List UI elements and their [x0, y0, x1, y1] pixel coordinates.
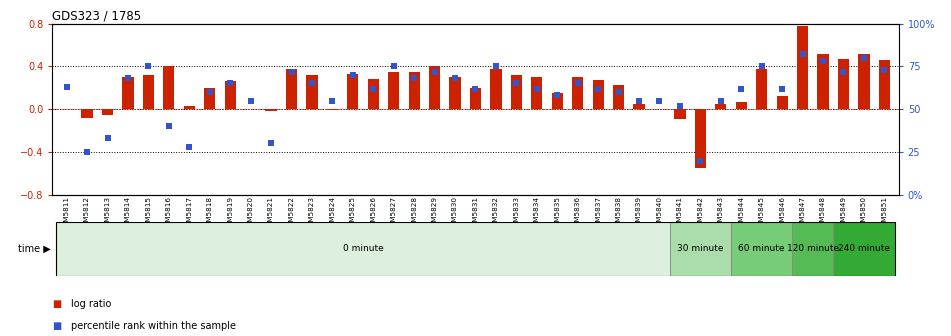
- Text: 120 minute: 120 minute: [786, 244, 839, 253]
- Bar: [347, 74, 359, 109]
- Bar: [511, 75, 522, 109]
- Bar: [265, 109, 277, 111]
- Text: ■: ■: [52, 299, 62, 309]
- Bar: [592, 80, 604, 109]
- Text: log ratio: log ratio: [71, 299, 111, 309]
- Bar: [204, 88, 215, 109]
- Bar: [792, 222, 833, 276]
- Bar: [670, 222, 731, 276]
- Text: time ▶: time ▶: [18, 244, 50, 254]
- Bar: [838, 59, 849, 109]
- Bar: [491, 69, 501, 109]
- Bar: [859, 53, 869, 109]
- Bar: [633, 104, 645, 109]
- Bar: [286, 69, 297, 109]
- Bar: [306, 75, 318, 109]
- Text: 0 minute: 0 minute: [342, 244, 383, 253]
- Bar: [674, 109, 686, 119]
- Bar: [56, 222, 670, 276]
- Bar: [833, 222, 895, 276]
- Bar: [797, 26, 808, 109]
- Bar: [184, 106, 195, 109]
- Text: GDS323 / 1785: GDS323 / 1785: [52, 9, 142, 23]
- Text: ■: ■: [52, 321, 62, 331]
- Bar: [613, 85, 624, 109]
- Bar: [143, 75, 154, 109]
- Text: 240 minute: 240 minute: [838, 244, 890, 253]
- Bar: [777, 96, 787, 109]
- Text: 60 minute: 60 minute: [739, 244, 785, 253]
- Bar: [756, 69, 767, 109]
- Bar: [573, 77, 583, 109]
- Bar: [879, 60, 890, 109]
- Bar: [695, 109, 706, 168]
- Bar: [327, 109, 338, 110]
- Bar: [532, 77, 542, 109]
- Bar: [123, 77, 133, 109]
- Bar: [731, 222, 792, 276]
- Bar: [470, 88, 481, 109]
- Bar: [368, 79, 378, 109]
- Bar: [164, 67, 174, 109]
- Bar: [409, 72, 419, 109]
- Bar: [818, 53, 828, 109]
- Bar: [736, 102, 747, 109]
- Bar: [102, 109, 113, 115]
- Bar: [224, 81, 236, 109]
- Bar: [388, 72, 399, 109]
- Bar: [715, 104, 727, 109]
- Bar: [82, 109, 92, 118]
- Bar: [552, 93, 563, 109]
- Text: percentile rank within the sample: percentile rank within the sample: [71, 321, 237, 331]
- Bar: [450, 77, 460, 109]
- Bar: [429, 67, 440, 109]
- Text: 30 minute: 30 minute: [677, 244, 724, 253]
